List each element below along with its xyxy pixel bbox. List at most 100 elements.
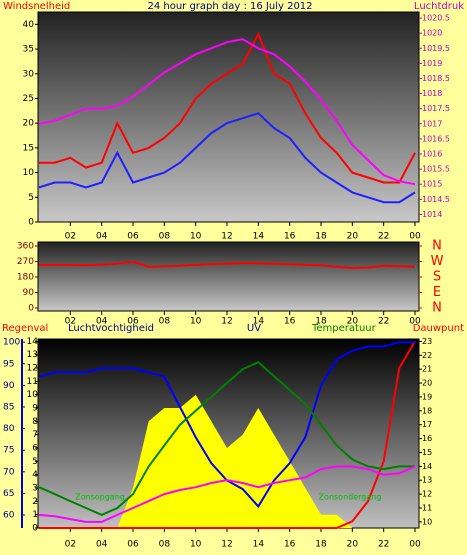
y3-tick-label: 95: [3, 359, 14, 369]
y2-tick-label: 13: [422, 476, 432, 485]
chart-title: 24 hour graph day : 16 July 2012: [147, 1, 312, 12]
x-tick-label: 02: [65, 317, 76, 327]
x-tick-label: 00: [409, 232, 421, 242]
x-tick-label: 06: [127, 317, 139, 327]
y2-tick-label: 23: [422, 337, 432, 346]
y2-tick-label: 1017: [422, 119, 442, 128]
annotation: Zonsondergang: [319, 493, 382, 502]
plot-area: [37, 11, 420, 223]
y3-tick-label: 85: [3, 402, 14, 412]
x-tick-label: 10: [190, 317, 202, 327]
y-tick-label: 90: [23, 288, 35, 298]
y3-tick-label: 90: [3, 381, 15, 391]
y2-tick-label: 1016.5: [422, 134, 450, 143]
y2-tick-label: 14: [422, 462, 432, 471]
x-tick-label: 08: [159, 317, 171, 327]
legend-label: Temperatuur: [311, 323, 377, 334]
y-tick-label: 10: [27, 390, 39, 400]
x-tick-label: 04: [96, 540, 108, 550]
y2-tick-label: 20: [422, 379, 432, 388]
x-tick-label: 00: [409, 317, 421, 327]
x-tick-label: 14: [253, 540, 265, 550]
x-tick-label: 18: [315, 540, 327, 550]
x-tick-label: 08: [159, 540, 171, 550]
y2-tick-label: 1015.5: [422, 165, 450, 174]
line: [38, 112, 416, 204]
y2-tick-label: 1015: [422, 180, 442, 189]
x-tick-label: 12: [221, 232, 232, 242]
x-tick-label: 12: [221, 317, 232, 327]
y-axis-label: Windsnelheid: [3, 1, 70, 12]
y-tick-label: 270: [17, 257, 34, 267]
annotation: Zonsopgang: [75, 493, 125, 502]
x-tick-label: 00: [409, 540, 421, 550]
y-tick-label: 35: [23, 45, 34, 55]
y-tick-label: 30: [23, 69, 35, 79]
y3-tick-label: 75: [3, 446, 14, 456]
y2-tick-label: 1014: [422, 210, 442, 219]
y2-tick-label: 17: [422, 420, 432, 429]
y-tick-label: 11: [27, 377, 38, 387]
x-tick-label: 10: [190, 540, 202, 550]
y2-tick-label: 1019.5: [422, 44, 450, 53]
x-tick-label: 20: [347, 317, 359, 327]
plot-area: [37, 241, 420, 312]
x-tick-label: 20: [347, 232, 359, 242]
line: [39, 31, 416, 184]
y-tick-label: 180: [17, 273, 34, 283]
y3-tick-label: 80: [3, 424, 15, 434]
x-tick-label: 12: [221, 540, 232, 550]
y2-tick-label: 1018: [422, 89, 442, 98]
y-tick-label: 10: [23, 168, 35, 178]
x-tick-label: 06: [127, 540, 139, 550]
y2-tick-label: 1020.5: [422, 14, 450, 23]
x-tick-label: 14: [253, 232, 265, 242]
x-tick-label: 16: [284, 317, 296, 327]
x-tick-label: 14: [253, 317, 265, 327]
x-tick-label: 04: [96, 232, 108, 242]
y2-tick-label: 16: [422, 434, 432, 443]
y2-tick-label: W: [431, 254, 444, 269]
line: [38, 465, 416, 523]
x-tick-label: 22: [378, 317, 389, 327]
y2-tick-label: 1016: [422, 150, 442, 159]
y3-tick-label: 100: [3, 338, 20, 348]
y2-tick-label: 22: [422, 351, 432, 360]
line: [38, 361, 415, 516]
x-tick-label: 02: [65, 540, 76, 550]
y2-tick-label: N: [432, 301, 442, 316]
x-tick-label: 20: [347, 540, 359, 550]
y2-tick-label: E: [433, 285, 441, 300]
y-tick-label: 360: [17, 242, 34, 252]
y2-tick-label: 1017.5: [422, 104, 450, 113]
legend-label: UV: [247, 323, 261, 334]
y2-tick-label: 15: [422, 448, 432, 457]
y3-tick-label: 65: [3, 489, 14, 499]
y2-tick-label: S: [433, 270, 441, 285]
y2-axis-label: Luchtdruk: [414, 1, 464, 12]
y-tick-label: 0: [28, 304, 34, 314]
legend-label: Luchtvochtigheid: [68, 323, 154, 334]
y2-tick-label: N: [432, 239, 442, 254]
x-tick-label: 04: [96, 317, 108, 327]
x-tick-label: 22: [378, 232, 389, 242]
y-tick-label: 13: [27, 350, 38, 360]
y2-tick-label: 11: [422, 504, 432, 513]
y2-tick-label: 19: [422, 392, 432, 401]
y-tick-label: 20: [23, 119, 35, 129]
y-tick-label: 15: [23, 143, 34, 153]
y-tick-label: 25: [23, 94, 34, 104]
y3-tick-label: 70: [3, 467, 15, 477]
x-tick-label: 10: [190, 232, 202, 242]
x-tick-label: 08: [159, 232, 171, 242]
y2-tick-label: 1014.5: [422, 195, 450, 204]
line: [38, 38, 416, 186]
y-tick-label: 5: [28, 193, 34, 203]
legend-label: Dauwpunt: [413, 323, 464, 334]
y2-tick-label: 1018.5: [422, 74, 450, 83]
line: [39, 260, 416, 270]
legend-label: Regenval: [2, 323, 48, 334]
y-tick-label: 40: [23, 20, 35, 30]
y-tick-label: 12: [27, 364, 38, 374]
y2-tick-label: 21: [422, 365, 432, 374]
